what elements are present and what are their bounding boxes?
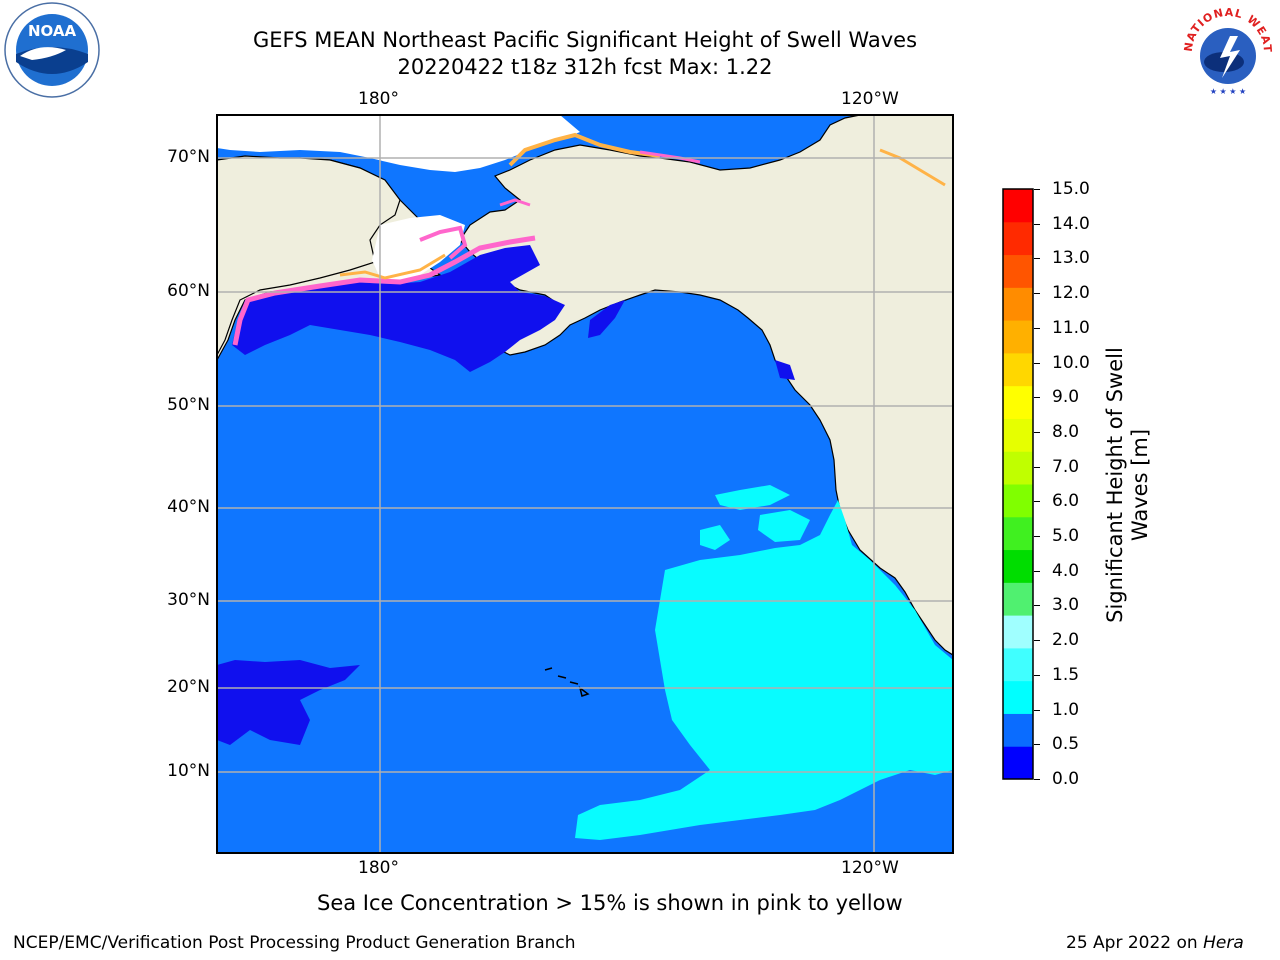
lat-label-10n: 10°N [167, 761, 210, 781]
colorbar-bin [1003, 516, 1033, 551]
lon-label-top-120w: 120°W [841, 89, 899, 109]
lon-label-top-180: 180° [358, 89, 399, 109]
colorbar-tick-label: 2.0 [1052, 630, 1080, 651]
noaa-logo: NOAA [2, 2, 102, 102]
lat-label-30n: 30°N [167, 590, 210, 610]
hawaii-islands [544, 667, 590, 697]
colorbar-tick-mark [1034, 709, 1040, 711]
footer-date-text: 25 Apr 2022 on [1066, 933, 1204, 953]
colorbar-tick-label: 15.0 [1052, 179, 1090, 199]
colorbar-tick-label: 14.0 [1052, 213, 1090, 234]
lat-label-60n: 60°N [167, 281, 210, 301]
colorbar-tick-label: 3.0 [1052, 595, 1080, 616]
lat-label-70n: 70°N [167, 147, 210, 167]
colorbar-tick-mark [1034, 466, 1040, 468]
colorbar-tick-mark [1034, 744, 1040, 746]
colorbar-bin [1003, 549, 1033, 583]
colorbar-tick-label: 8.0 [1052, 421, 1080, 442]
colorbar-tick-label: 0.0 [1052, 769, 1080, 789]
footer-host: Hera [1203, 933, 1244, 953]
colorbar-tick-label: 6.0 [1052, 491, 1080, 512]
colorbar-tick-mark [1034, 605, 1040, 607]
colorbar-label: Significant Height of Swell Waves [m] [1103, 347, 1152, 623]
colorbar [1002, 188, 1034, 780]
colorbar-tick-label: 1.5 [1052, 664, 1080, 685]
lat-label-40n: 40°N [167, 497, 210, 517]
colorbar-bin [1003, 385, 1033, 419]
colorbar-bin [1003, 451, 1033, 485]
colorbar-tick-mark [1034, 293, 1040, 295]
colorbar-tick-label: 0.5 [1052, 734, 1080, 755]
colorbar-bin [1003, 582, 1033, 616]
colorbar-tick-label: 7.0 [1052, 456, 1080, 477]
low-swell-gulf [588, 300, 625, 338]
colorbar-bin [1003, 320, 1033, 354]
chart-subtitle: 20220422 t18z 312h fcst Max: 1.22 [397, 55, 773, 79]
colorbar-tick-mark [1034, 327, 1040, 329]
low-swell-west [217, 660, 360, 745]
colorbar-bin [1003, 680, 1033, 714]
colorbar-tick-mark [1034, 536, 1040, 538]
colorbar-bin [1003, 352, 1033, 387]
lon-label-bottom-120w: 120°W [841, 858, 899, 878]
colorbar-tick-label: 9.0 [1052, 387, 1080, 408]
colorbar-tick-label: 12.0 [1052, 283, 1090, 304]
lat-label-50n: 50°N [167, 395, 210, 415]
colorbar-tick-label: 11.0 [1052, 317, 1090, 338]
colorbar-tick-label: 1.0 [1052, 699, 1080, 720]
graticule [217, 115, 953, 853]
colorbar-tick-label: 5.0 [1052, 526, 1080, 547]
map-frame [216, 114, 954, 854]
colorbar-tick-mark [1034, 189, 1040, 190]
colorbar-tick-label: 13.0 [1052, 248, 1090, 269]
colorbar-bin [1003, 254, 1033, 288]
colorbar-bin [1003, 287, 1033, 321]
colorbar-frame [1002, 188, 1034, 780]
nws-logo: NATIONAL WEATHER SERVICE ★ ★ ★ ★ [1173, 0, 1278, 102]
colorbar-tick-label: 10.0 [1052, 352, 1090, 373]
colorbar-bin [1003, 713, 1033, 747]
colorbar-tick-mark [1034, 779, 1040, 780]
footer-credit: NCEP/EMC/Verification Post Processing Pr… [13, 933, 576, 953]
colorbar-tick-mark [1034, 674, 1040, 676]
colorbar-tick-mark [1034, 640, 1040, 642]
colorbar-tick-label: 4.0 [1052, 560, 1080, 581]
colorbar-bin [1003, 647, 1033, 682]
lat-label-20n: 20°N [167, 677, 210, 697]
colorbar-tick-mark [1034, 570, 1040, 572]
chart-title: GEFS MEAN Northeast Pacific Significant … [252, 28, 918, 52]
colorbar-bin [1003, 221, 1033, 256]
sea-ice-note: Sea Ice Concentration > 15% is shown in … [317, 891, 903, 915]
colorbar-tick-mark [1034, 258, 1040, 260]
colorbar-bin [1003, 746, 1033, 780]
lon-label-bottom-180: 180° [358, 858, 399, 878]
colorbar-bin [1003, 189, 1033, 223]
high-swell-east [575, 500, 953, 840]
colorbar-bin [1003, 615, 1033, 649]
noaa-logo-text: NOAA [28, 22, 77, 40]
colorbar-tick-mark [1034, 223, 1040, 225]
colorbar-tick-mark [1034, 431, 1040, 433]
footer-date: 25 Apr 2022 on Hera [1066, 933, 1244, 953]
colorbar-tick-mark [1034, 397, 1040, 399]
colorbar-bin [1003, 484, 1033, 518]
svg-text:★ ★ ★ ★: ★ ★ ★ ★ [1210, 87, 1246, 96]
colorbar-tick-mark [1034, 501, 1040, 503]
low-swell-north [232, 245, 565, 372]
colorbar-tick-mark [1034, 362, 1040, 364]
colorbar-bin [1003, 418, 1033, 452]
